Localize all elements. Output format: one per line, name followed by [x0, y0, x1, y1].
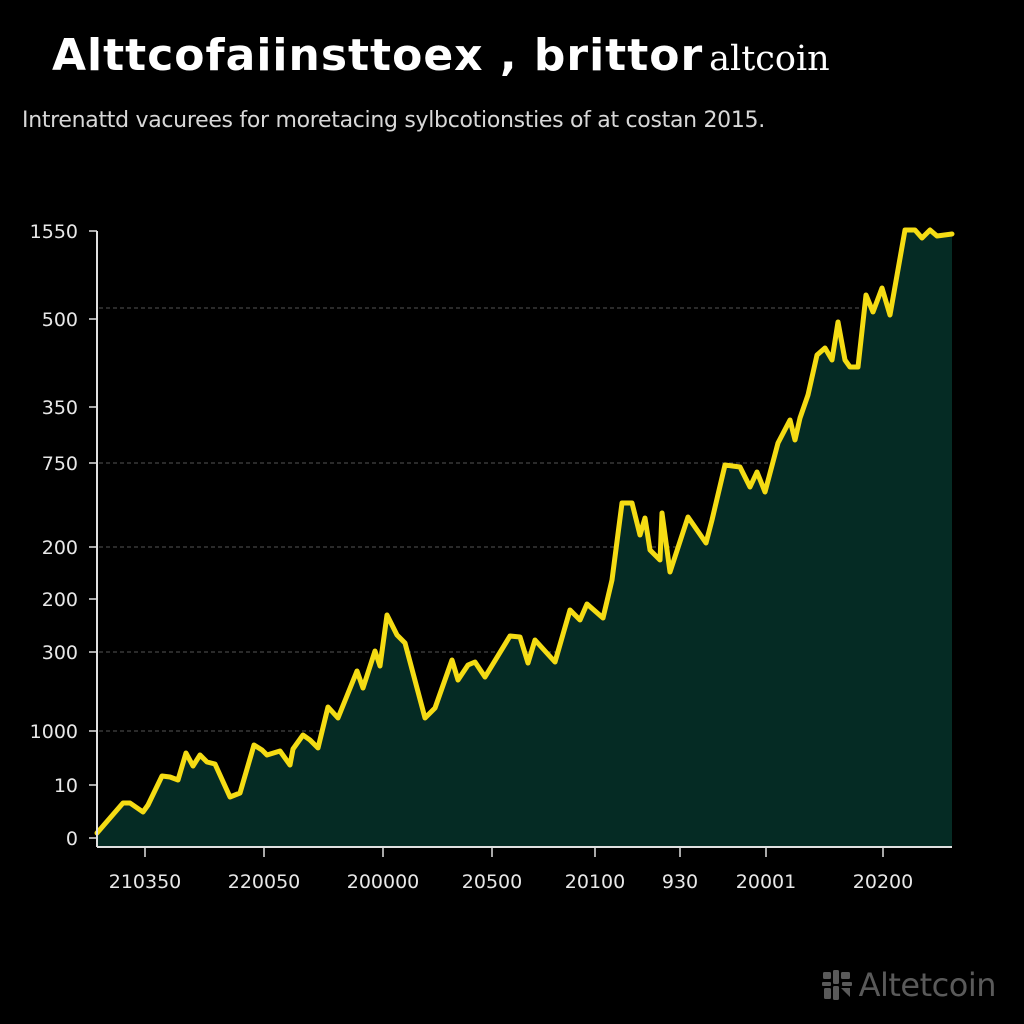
y-tick-label: 350 — [42, 397, 78, 419]
y-tick-label: 200 — [42, 537, 78, 559]
y-tick-label: 10 — [54, 775, 78, 797]
y-tick-label: 1550 — [30, 221, 78, 243]
watermark-text: Altetcoin — [858, 966, 997, 1004]
chart-title: Alttcofaiinsttoex , brittor altcoin — [52, 34, 830, 78]
x-tick-label: 20100 — [565, 871, 625, 893]
y-tick-label: 300 — [42, 642, 78, 664]
x-tick-label: 210350 — [109, 871, 182, 893]
altcoin-logo-icon — [821, 970, 852, 1000]
chart-title-main: Alttcofaiinsttoex , brittor — [52, 30, 704, 81]
x-tick-label: 20200 — [853, 871, 913, 893]
x-tick-label: 200000 — [347, 871, 420, 893]
x-axis: 210350 220050 200000 20500 20100 930 20001 2020… — [97, 846, 952, 893]
x-tick-label: 20500 — [462, 871, 522, 893]
x-tick-label: 930 — [662, 871, 698, 893]
y-tick-label: 200 — [42, 589, 78, 611]
y-tick-label: 1000 — [30, 721, 78, 743]
y-tick-label: 0 — [66, 828, 78, 850]
x-tick-label: 20001 — [736, 871, 796, 893]
watermark: Altetcoin — [821, 966, 997, 1004]
y-axis: 1550 500 350 750 200 200 300 1000 10 0 — [30, 221, 98, 850]
chart-subtitle: Intrenattd vacurees for moretacing sylbc… — [22, 108, 765, 133]
chart-title-suffix: altcoin — [709, 39, 830, 79]
y-tick-label: 750 — [42, 453, 78, 475]
series-line — [94, 227, 955, 836]
area-fill — [97, 230, 952, 847]
y-tick-label: 500 — [42, 309, 78, 331]
x-tick-label: 220050 — [228, 871, 301, 893]
